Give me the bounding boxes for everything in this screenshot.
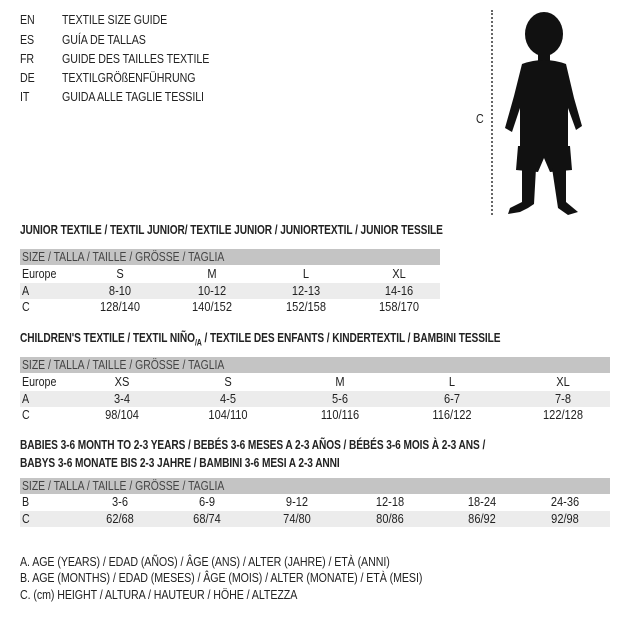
babies-title-line1: BABIES 3-6 MONTH TO 2-3 YEARS / BEBÉS 3-… (20, 437, 486, 452)
table-cell: S (116, 266, 124, 281)
children-title-main: CHILDREN'S TEXTILE / TEXTIL NIÑO (20, 330, 195, 345)
legend-c: C. (cm) HEIGHT / ALTURA / HAUTEUR / HÖHE… (20, 587, 298, 602)
table-row: C 62/68 68/74 74/80 80/86 86/92 92/98 (20, 510, 610, 527)
table-cell: 9-12 (285, 494, 309, 509)
title-it: GUIDA ALLE TAGLIE TESSILI (62, 89, 204, 104)
table-cell: 24-36 (550, 494, 580, 509)
table-cell: 140/152 (192, 299, 232, 314)
table-cell: 110/116 (320, 407, 360, 422)
table-cell: 74/80 (283, 510, 311, 526)
children-title-rest: / TEXTILE DES ENFANTS / KINDERTEXTIL / B… (201, 330, 501, 345)
babies-size-header: SIZE / TALLA / TAILLE / GRÖSSE / TAGLIA (20, 478, 610, 494)
table-cell: 18-24 (467, 494, 497, 509)
table-cell: 86/92 (468, 510, 496, 526)
table-cell: 128/140 (100, 299, 140, 314)
table-cell: 122/128 (543, 407, 583, 422)
children-title: CHILDREN'S TEXTILE / TEXTIL NIÑO/A / TEX… (20, 330, 501, 351)
row-label: C (22, 299, 30, 314)
table-cell: 4-5 (220, 390, 236, 406)
babies-title-line2: BABYS 3-6 MONATE BIS 2-3 JAHRE / BAMBINI… (20, 455, 340, 470)
child-silhouette-icon (505, 12, 582, 215)
table-cell: 116/122 (432, 407, 472, 422)
row-label: Europe (22, 266, 57, 281)
size-header-label: SIZE / TALLA / TAILLE / GRÖSSE / TAGLIA (22, 249, 225, 264)
row-label: Europe (22, 374, 57, 389)
table-cell: 12-13 (291, 282, 321, 298)
table-cell: 158/170 (379, 299, 419, 314)
table-cell: 7-8 (555, 390, 571, 406)
junior-size-header: SIZE / TALLA / TAILLE / GRÖSSE / TAGLIA (20, 249, 440, 265)
table-row: C 128/140 140/152 152/158 158/170 (20, 299, 440, 315)
title-fr: GUIDE DES TAILLES TEXTILE (62, 51, 210, 66)
table-cell: 12-18 (375, 494, 405, 509)
table-cell: 6-9 (199, 494, 215, 509)
table-cell: M (335, 374, 345, 389)
table-cell: 68/74 (193, 510, 221, 526)
lang-code-en: EN (20, 12, 35, 27)
row-label: A (22, 390, 30, 406)
title-de: TEXTILGRÖßENFÜHRUNG (62, 70, 196, 85)
table-cell: 104/110 (208, 407, 248, 422)
row-label: B (22, 494, 30, 509)
table-row: A 3-4 4-5 5-6 6-7 7-8 (20, 390, 610, 407)
row-label: C (22, 407, 30, 422)
table-cell: XS (114, 374, 130, 389)
table-cell: 98/104 (105, 407, 139, 422)
table-cell: 6-7 (444, 390, 460, 406)
size-header-label: SIZE / TALLA / TAILLE / GRÖSSE / TAGLIA (22, 357, 225, 372)
lang-code-es: ES (20, 32, 35, 47)
table-cell: L (448, 374, 456, 389)
table-row: A 8-10 10-12 12-13 14-16 (20, 282, 440, 299)
table-cell: 5-6 (332, 390, 348, 406)
row-label: C (22, 510, 30, 526)
measure-label: C (476, 111, 484, 126)
table-cell: 8-10 (108, 282, 132, 298)
table-cell: 92/98 (551, 510, 579, 526)
table-cell: 62/68 (106, 510, 134, 526)
table-cell: 152/158 (286, 299, 326, 314)
table-cell: XL (392, 266, 406, 281)
table-cell: 10-12 (197, 282, 227, 298)
size-header-label: SIZE / TALLA / TAILLE / GRÖSSE / TAGLIA (22, 478, 225, 493)
lang-code-fr: FR (20, 51, 35, 66)
lang-code-de: DE (20, 70, 35, 85)
table-row: C 98/104 104/110 110/116 116/122 122/128 (20, 407, 610, 423)
children-size-header: SIZE / TALLA / TAILLE / GRÖSSE / TAGLIA (20, 357, 610, 373)
table-cell: 14-16 (384, 282, 414, 298)
table-cell: S (224, 374, 232, 389)
table-row: B 3-6 6-9 9-12 12-18 18-24 24-36 (20, 494, 610, 510)
table-cell: M (207, 266, 217, 281)
table-row: Europe XS S M L XL (20, 374, 610, 390)
children-title-sub: /A (194, 337, 202, 348)
row-label: A (22, 282, 30, 298)
table-row: Europe S M L XL (20, 266, 440, 282)
legend-b: B. AGE (MONTHS) / EDAD (MESES) / ÂGE (MO… (20, 570, 423, 585)
height-measure-line (491, 10, 493, 215)
title-en: TEXTILE SIZE GUIDE (62, 12, 168, 27)
table-cell: 3-4 (114, 390, 130, 406)
table-cell: L (302, 266, 310, 281)
junior-title: JUNIOR TEXTILE / TEXTIL JUNIOR/ TEXTILE … (20, 222, 443, 237)
table-cell: 3-6 (112, 494, 128, 509)
table-cell: 80/86 (376, 510, 404, 526)
legend-a: A. AGE (YEARS) / EDAD (AÑOS) / ÂGE (ANS)… (20, 554, 390, 569)
lang-code-it: IT (20, 89, 30, 104)
table-cell: XL (556, 374, 570, 389)
title-es: GUÍA DE TALLAS (62, 32, 146, 47)
